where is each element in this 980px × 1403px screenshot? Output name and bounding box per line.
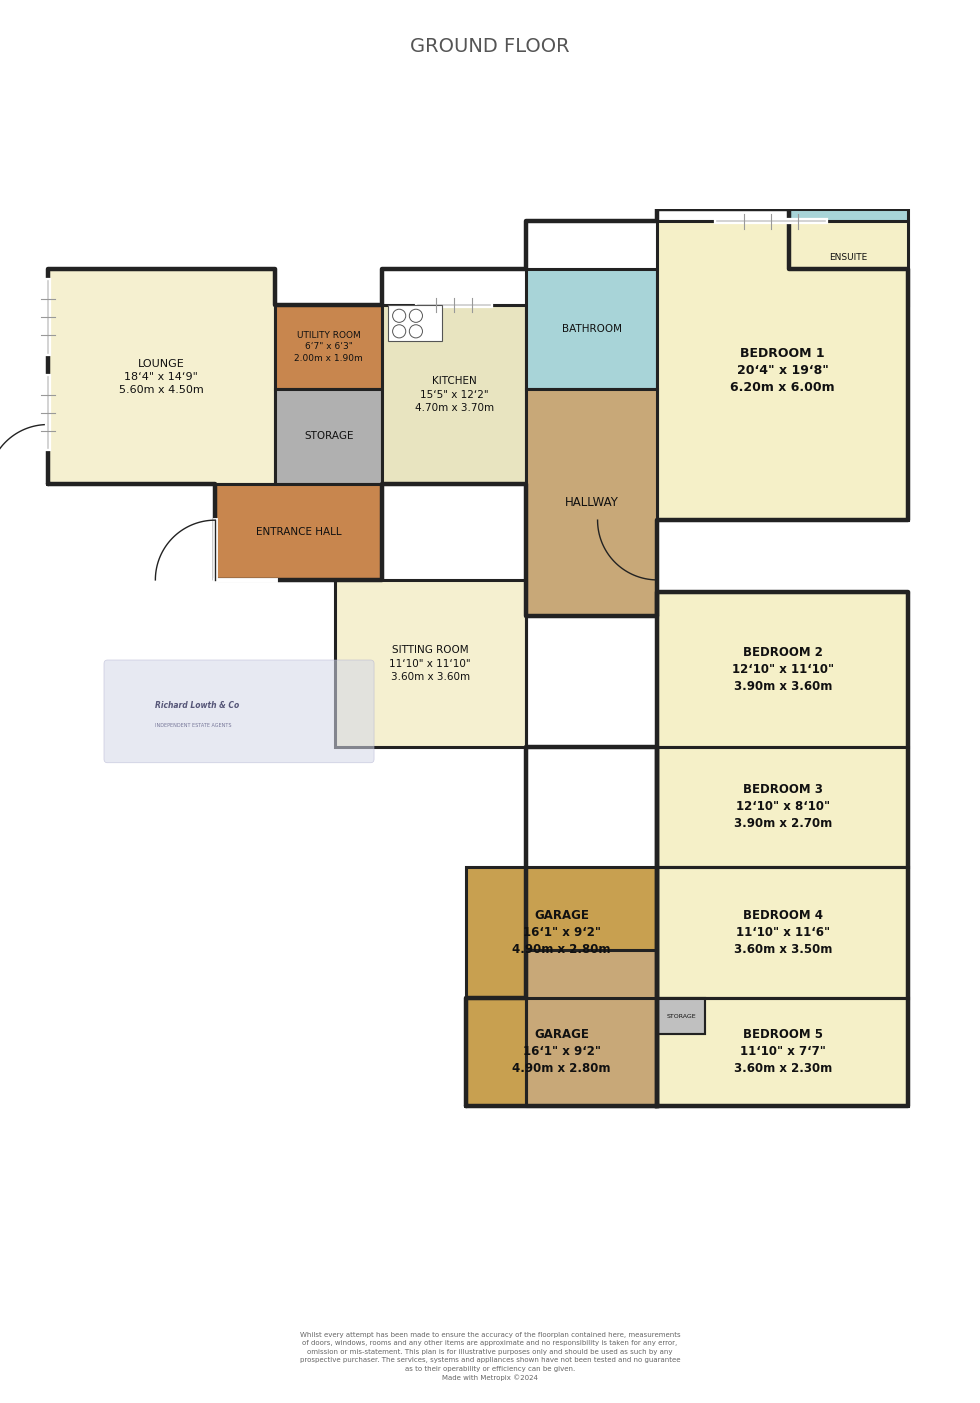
Text: GARAGE
16‘1" x 9‘2"
4.90m x 2.80m: GARAGE 16‘1" x 9‘2" 4.90m x 2.80m (513, 1028, 611, 1076)
Bar (388, 304, 442, 341)
Text: Whilst every attempt has been made to ensure the accuracy of the floorplan conta: Whilst every attempt has been made to en… (300, 1331, 680, 1382)
Bar (382, 304, 526, 484)
Text: BEDROOM 2
12‘10" x 11‘10"
3.90m x 3.60m: BEDROOM 2 12‘10" x 11‘10" 3.90m x 3.60m (732, 645, 834, 693)
Bar (658, 998, 706, 1034)
Text: BEDROOM 4
11‘10" x 11‘6"
3.60m x 3.50m: BEDROOM 4 11‘10" x 11‘6" 3.60m x 3.50m (734, 909, 832, 955)
Text: ENSUITE: ENSUITE (829, 253, 867, 262)
Text: UTILITY ROOM
6‘7" x 6‘3"
2.00m x 1.90m: UTILITY ROOM 6‘7" x 6‘3" 2.00m x 1.90m (294, 331, 363, 363)
Text: BEDROOM 3
12‘10" x 8‘10"
3.90m x 2.70m: BEDROOM 3 12‘10" x 8‘10" 3.90m x 2.70m (734, 783, 832, 831)
Text: LOUNGE
18‘4" x 14‘9"
5.60m x 4.50m: LOUNGE 18‘4" x 14‘9" 5.60m x 4.50m (119, 359, 204, 394)
Text: Richard Lowth & Co: Richard Lowth & Co (156, 702, 240, 710)
Bar (658, 867, 908, 998)
Text: GROUND FLOOR: GROUND FLOOR (411, 36, 569, 56)
Text: KITCHEN
15‘5" x 12‘2"
4.70m x 3.70m: KITCHEN 15‘5" x 12‘2" 4.70m x 3.70m (415, 376, 494, 412)
Bar (526, 389, 658, 616)
Bar (658, 998, 908, 1106)
Bar (658, 592, 908, 748)
Text: BEDROOM 5
11‘10" x 7‘7"
3.60m x 2.30m: BEDROOM 5 11‘10" x 7‘7" 3.60m x 2.30m (734, 1028, 832, 1076)
Text: STORAGE: STORAGE (304, 432, 354, 442)
Bar (216, 484, 382, 579)
Bar (526, 950, 658, 1106)
Bar (526, 269, 658, 389)
Text: HALLWAY: HALLWAY (564, 495, 618, 509)
Text: BEDROOM 1
20‘4" x 19‘8"
6.20m x 6.00m: BEDROOM 1 20‘4" x 19‘8" 6.20m x 6.00m (730, 348, 835, 394)
Text: INDEPENDENT ESTATE AGENTS: INDEPENDENT ESTATE AGENTS (156, 723, 232, 728)
Text: ENTRANCE HALL: ENTRANCE HALL (256, 528, 342, 537)
Text: SITTING ROOM
11‘10" x 11‘10"
3.60m x 3.60m: SITTING ROOM 11‘10" x 11‘10" 3.60m x 3.6… (389, 645, 471, 682)
Text: BATHROOM: BATHROOM (562, 324, 621, 334)
Bar (658, 222, 908, 521)
Text: STORAGE: STORAGE (666, 1013, 696, 1019)
Bar (274, 304, 382, 389)
Bar (658, 748, 908, 867)
Bar (334, 579, 526, 748)
Text: GARAGE
16‘1" x 9‘2"
4.90m x 2.80m: GARAGE 16‘1" x 9‘2" 4.90m x 2.80m (513, 909, 611, 955)
FancyBboxPatch shape (104, 659, 374, 763)
Bar (48, 269, 274, 484)
Bar (274, 389, 382, 484)
Bar (466, 867, 658, 998)
Bar (466, 998, 658, 1106)
Bar (789, 209, 908, 304)
